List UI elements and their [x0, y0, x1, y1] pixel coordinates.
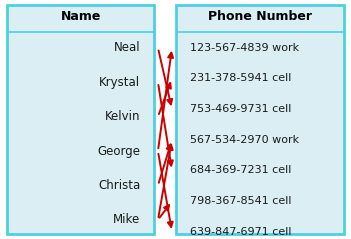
Text: 231-378-5941 cell: 231-378-5941 cell — [190, 73, 291, 83]
Text: Kelvin: Kelvin — [105, 110, 140, 123]
Text: Neal: Neal — [114, 41, 140, 54]
Text: 798-367-8541 cell: 798-367-8541 cell — [190, 196, 291, 206]
Text: 753-469-9731 cell: 753-469-9731 cell — [190, 104, 291, 114]
Text: Krystal: Krystal — [99, 76, 140, 89]
Text: Name: Name — [60, 10, 101, 23]
FancyBboxPatch shape — [176, 5, 344, 234]
Text: Phone Number: Phone Number — [208, 10, 312, 23]
Text: 123-567-4839 work: 123-567-4839 work — [190, 43, 299, 53]
Text: 639-847-6971 cell: 639-847-6971 cell — [190, 227, 291, 237]
Text: George: George — [97, 145, 140, 158]
Text: Christa: Christa — [98, 179, 140, 192]
Text: 567-534-2970 work: 567-534-2970 work — [190, 135, 299, 145]
Text: Mike: Mike — [113, 213, 140, 226]
FancyBboxPatch shape — [7, 5, 154, 234]
Text: 684-369-7231 cell: 684-369-7231 cell — [190, 165, 291, 175]
